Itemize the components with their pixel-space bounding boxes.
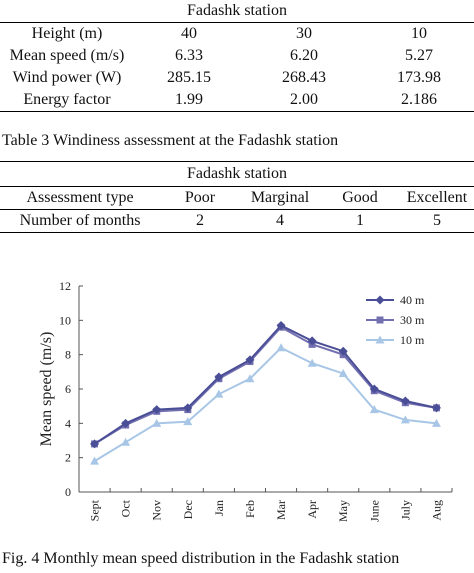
- data-point-40-m: [431, 403, 441, 413]
- row-label-energy-factor: Energy factor: [0, 89, 134, 112]
- cell-marginal-count: 4: [240, 209, 320, 233]
- data-point-10-m: [245, 374, 255, 383]
- row-label-mean-speed: Mean speed (m/s): [9, 47, 125, 64]
- table-windiness-assessment: Fadashk station Assessment type Poor Mar…: [0, 161, 474, 233]
- y-tick-label: 2: [65, 451, 71, 465]
- legend-label-10-m: 10 m: [400, 333, 425, 347]
- row-label-height: Height (m): [31, 25, 103, 42]
- table-caption: Table 3 Windiness assessment at the Fada…: [2, 132, 339, 149]
- legend-label-40-m: 40 m: [400, 293, 425, 307]
- data-point-10-m: [400, 415, 410, 424]
- table-title: Fadashk station: [0, 0, 474, 23]
- mean-speed-chart: 0 2 4 6 8 10 12 Sept Oct Nov Dec Jan Feb Mar Apr May Jun…: [38, 279, 453, 522]
- series-line-30-m: [94, 325, 437, 445]
- data-point-40-m: [338, 346, 348, 356]
- data-point-10-m: [276, 343, 286, 352]
- row-label-number-of-months: Number of months: [0, 209, 160, 233]
- x-tick-label: July: [398, 500, 412, 520]
- data-point-40-m: [214, 372, 224, 382]
- cell-energy-40: 1.99: [134, 89, 244, 112]
- data-point-40-m: [400, 396, 410, 406]
- data-point-40-m: [245, 355, 255, 365]
- data-point-10-m: [121, 437, 131, 446]
- data-point-40-m: [152, 405, 162, 415]
- cell-excellent: Excellent: [400, 186, 474, 210]
- y-tick-label: 0: [65, 485, 71, 499]
- data-point-10-m: [369, 405, 379, 414]
- legend-marker-40-m: [375, 295, 385, 305]
- cell-marginal: Marginal: [240, 186, 320, 210]
- y-tick-label: 8: [65, 348, 71, 362]
- y-axis-label: Mean speed (m/s): [38, 332, 55, 447]
- x-tick-label: Feb: [243, 500, 257, 518]
- data-point-10-m: [307, 358, 317, 367]
- data-point-40-m: [369, 384, 379, 394]
- figure-caption: Fig. 4 Monthly mean speed distribution i…: [2, 550, 400, 567]
- data-point-10-m: [214, 389, 224, 398]
- table-title: Fadashk station: [0, 161, 474, 187]
- data-point-10-m: [431, 418, 441, 427]
- row-label-assessment-type: Assessment type: [0, 186, 160, 210]
- y-tick-label: 6: [65, 382, 71, 396]
- data-point-40-m: [90, 439, 100, 449]
- x-tick-label: May: [336, 500, 350, 522]
- x-tick-label: Dec: [181, 500, 195, 519]
- x-tick-label: June: [367, 500, 381, 522]
- x-tick-label: Nov: [150, 500, 164, 521]
- y-tick-label: 10: [59, 313, 71, 327]
- x-tick-label: Apr: [305, 500, 319, 519]
- series-line-40-m: [93, 324, 437, 445]
- cell-speed-10: 5.27: [405, 47, 433, 64]
- data-point-10-m: [90, 456, 100, 465]
- data-point-40-m: [276, 320, 286, 330]
- cell-speed-40: 6.33: [175, 47, 203, 64]
- data-point-10-m: [152, 418, 162, 427]
- cell-speed-30: 6.20: [290, 47, 318, 64]
- legend-marker-30-m: [376, 316, 384, 324]
- cell-poor-count: 2: [160, 209, 240, 233]
- data-point-40-m: [183, 403, 193, 413]
- series-line-10-m: [94, 346, 437, 462]
- cell-excellent-count: 5: [400, 209, 474, 233]
- table-station-parameters: Fadashk station Height (m) 40 30 10 Mean…: [0, 0, 474, 112]
- data-point-10-m: [183, 417, 193, 426]
- y-tick-label: 4: [65, 416, 71, 430]
- legend-marker-10-m: [375, 335, 385, 344]
- cell-good: Good: [320, 186, 400, 210]
- cell-power-10: 173.98: [397, 69, 441, 86]
- cell-height-30: 30: [296, 25, 312, 42]
- x-tick-label: Sept: [88, 499, 102, 521]
- x-tick-label: Oct: [119, 499, 133, 517]
- legend-label-30-m: 30 m: [400, 313, 425, 327]
- cell-power-30: 268.43: [282, 69, 326, 86]
- y-tick-label: 12: [59, 279, 71, 293]
- x-tick-label: Jan: [212, 500, 226, 516]
- cell-power-40: 285.15: [167, 69, 211, 86]
- x-tick-label: Mar: [274, 500, 288, 520]
- cell-height-10: 10: [411, 25, 427, 42]
- x-tick-label: Aug: [429, 500, 443, 521]
- data-point-10-m: [338, 369, 348, 378]
- data-point-40-m: [307, 336, 317, 346]
- cell-energy-30: 2.00: [244, 89, 364, 112]
- cell-good-count: 1: [320, 209, 400, 233]
- cell-poor: Poor: [160, 186, 240, 210]
- row-label-wind-power: Wind power (W): [12, 69, 122, 86]
- cell-height-40: 40: [181, 25, 197, 42]
- cell-energy-10: 2.186: [364, 89, 474, 112]
- data-point-40-m: [121, 418, 131, 428]
